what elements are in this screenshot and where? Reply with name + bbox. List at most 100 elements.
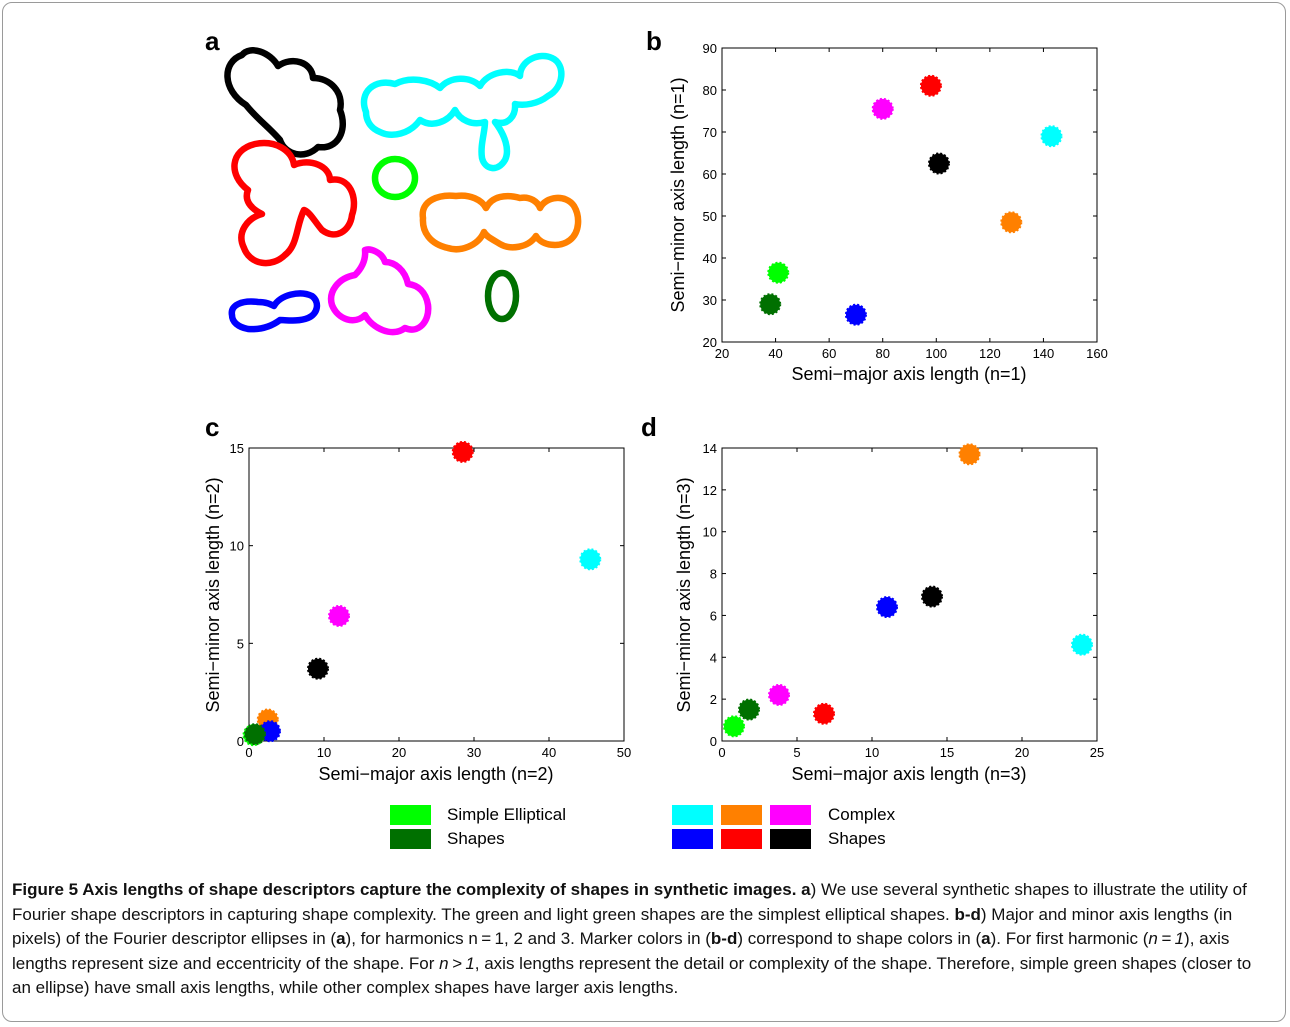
orange-shape bbox=[419, 192, 582, 253]
axes-frame-c bbox=[248, 447, 625, 742]
scatter-point bbox=[328, 604, 350, 627]
scatter-point bbox=[927, 152, 950, 175]
markers-c bbox=[242, 440, 602, 747]
blue-shape bbox=[228, 290, 321, 333]
cyan-shape bbox=[360, 52, 565, 172]
scatter-plot-b: 20 40 60 80 100 120 140 160 20 30 40 50 60 70 80 90 Se… bbox=[668, 41, 1108, 384]
y-tick-label: 60 bbox=[703, 167, 717, 182]
legend-swatch-blue bbox=[672, 829, 713, 849]
x-tick-label: 120 bbox=[979, 346, 1001, 361]
y-tick-label: 30 bbox=[703, 293, 717, 308]
panel-label-c: c bbox=[205, 412, 219, 442]
y-tick-label: 10 bbox=[703, 525, 717, 540]
y-tick-label: 40 bbox=[703, 251, 717, 266]
scatter-point bbox=[1000, 211, 1023, 234]
panel-label-a: a bbox=[205, 26, 220, 56]
x-tick-label: 40 bbox=[768, 346, 782, 361]
x-tick-label: 60 bbox=[822, 346, 836, 361]
caption-ref: b-d bbox=[710, 929, 738, 948]
x-axis-label-d: Semi−major axis length (n=3) bbox=[791, 764, 1026, 784]
panel-a-shapes bbox=[224, 47, 582, 336]
panel-label-d: d bbox=[641, 412, 657, 442]
caption-ref: b-d bbox=[954, 904, 981, 924]
legend-complex-line1: Complex bbox=[828, 805, 896, 824]
x-tick-label: 40 bbox=[542, 745, 556, 760]
light-green-shape bbox=[371, 155, 419, 201]
caption-text: ). For first harmonic ( bbox=[990, 929, 1149, 948]
axes-frame-b bbox=[721, 47, 1098, 343]
scatter-point bbox=[921, 585, 943, 608]
scatter-point bbox=[844, 303, 867, 326]
caption-text: ) We use several synthetic shapes to ill… bbox=[12, 880, 1247, 924]
caption-ref: a bbox=[336, 929, 346, 948]
figure-graphic: a b c d 20 40 60 80 100 120 140 160 bbox=[203, 26, 1108, 849]
y-ticks-d: 0 2 4 6 8 10 12 14 bbox=[703, 441, 1097, 749]
legend-swatch-cyan bbox=[672, 805, 713, 825]
caption-ref: a bbox=[801, 880, 811, 899]
y-tick-label: 15 bbox=[230, 441, 244, 456]
scatter-point bbox=[871, 97, 894, 120]
x-tick-label: 0 bbox=[245, 745, 252, 760]
scatter-point bbox=[759, 293, 782, 316]
y-tick-label: 14 bbox=[703, 441, 717, 456]
scatter-point bbox=[876, 596, 898, 619]
dark-green-shape bbox=[484, 269, 520, 323]
x-tick-label: 25 bbox=[1090, 745, 1104, 760]
y-tick-label: 8 bbox=[710, 567, 717, 582]
x-tick-label: 80 bbox=[875, 346, 889, 361]
legend-simple-line2: Shapes bbox=[447, 829, 505, 848]
scatter-point bbox=[958, 443, 981, 466]
y-tick-label: 0 bbox=[710, 734, 717, 749]
x-tick-label: 140 bbox=[1033, 346, 1055, 361]
y-tick-label: 4 bbox=[710, 650, 717, 665]
legend-swatch-light-green bbox=[390, 805, 431, 825]
magenta-shape bbox=[327, 246, 432, 336]
legend: Simple Elliptical Shapes Complex Shapes bbox=[390, 805, 896, 849]
red-shape bbox=[231, 139, 358, 267]
legend-swatch-magenta bbox=[770, 805, 811, 825]
y-tick-label: 5 bbox=[237, 636, 244, 651]
x-tick-label: 30 bbox=[467, 745, 481, 760]
caption-text: , axis lengths represent the detail or c… bbox=[12, 953, 1252, 998]
x-tick-label: 10 bbox=[317, 745, 331, 760]
caption-title: Figure 5 Axis lengths of shape descripto… bbox=[12, 880, 797, 899]
x-ticks-c: 0 10 20 30 40 50 bbox=[245, 448, 631, 760]
scatter-point bbox=[919, 74, 942, 97]
x-tick-label: 20 bbox=[392, 745, 406, 760]
scatter-point bbox=[307, 657, 329, 680]
x-tick-label: 50 bbox=[617, 745, 631, 760]
y-tick-label: 10 bbox=[230, 539, 244, 554]
legend-swatch-orange bbox=[721, 805, 762, 825]
panel-label-b: b bbox=[646, 26, 662, 56]
scatter-point bbox=[244, 723, 266, 746]
x-tick-label: 100 bbox=[925, 346, 947, 361]
caption-text: ), axis lengths represent size and eccen… bbox=[12, 929, 1230, 973]
markers-d bbox=[723, 443, 1093, 738]
x-ticks-d: 0 5 10 15 20 25 bbox=[718, 448, 1104, 760]
y-tick-label: 80 bbox=[703, 83, 717, 98]
y-axis-label-b: Semi−minor axis length (n=1) bbox=[668, 77, 688, 312]
y-ticks-b: 20 30 40 50 60 70 80 90 bbox=[703, 41, 1097, 350]
caption-text: ), for harmonics n = 1, 2 and 3. Marker … bbox=[345, 929, 711, 948]
scatter-point bbox=[259, 720, 281, 743]
legend-swatch-black bbox=[770, 829, 811, 849]
scatter-plot-c: 0 10 20 30 40 50 0 5 10 15 Semi−major axis lengt… bbox=[203, 440, 631, 784]
y-tick-label: 20 bbox=[703, 335, 717, 350]
scatter-point bbox=[768, 683, 790, 706]
scatter-point bbox=[767, 261, 790, 284]
y-tick-label: 90 bbox=[703, 41, 717, 56]
markers-b bbox=[759, 74, 1063, 326]
x-axis-label-c: Semi−major axis length (n=2) bbox=[318, 764, 553, 784]
x-tick-label: 15 bbox=[940, 745, 954, 760]
scatter-point bbox=[813, 702, 835, 725]
scatter-point bbox=[451, 440, 474, 463]
scatter-plot-d: 0 5 10 15 20 25 0 2 4 6 8 10 12 14 Semi−major axis l… bbox=[674, 441, 1104, 784]
x-tick-label: 20 bbox=[1015, 745, 1029, 760]
x-tick-label: 10 bbox=[865, 745, 879, 760]
y-axis-label-d: Semi−minor axis length (n=3) bbox=[674, 477, 694, 712]
x-axis-label-b: Semi−major axis length (n=1) bbox=[791, 364, 1026, 384]
axes-frame-d bbox=[721, 447, 1098, 742]
figure-caption: Figure 5 Axis lengths of shape descripto… bbox=[12, 878, 1274, 1001]
legend-complex-line2: Shapes bbox=[828, 829, 886, 848]
